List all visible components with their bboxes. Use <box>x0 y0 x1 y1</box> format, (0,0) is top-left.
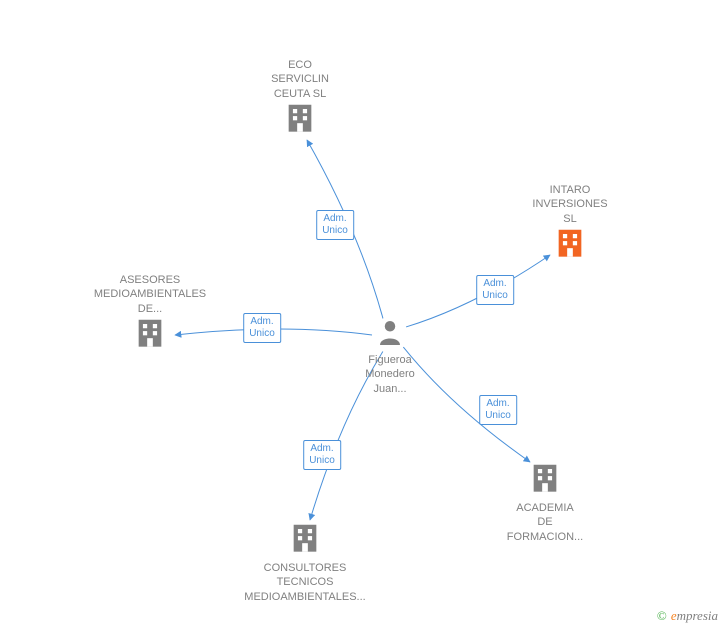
node-label-academia: ACADEMIA DE FORMACION... <box>507 501 583 544</box>
node-label-asesores: ASESORES MEDIOAMBIENTALES DE... <box>94 273 206 316</box>
copyright-symbol: © <box>657 608 667 623</box>
building-icon-academia[interactable] <box>528 461 562 500</box>
edge-label-academia: Adm. Unico <box>479 395 517 425</box>
building-icon-consultores[interactable] <box>288 521 322 560</box>
edge-label-eco: Adm. Unico <box>316 210 354 240</box>
brand-rest: mpresia <box>677 608 718 623</box>
watermark: ©empresia <box>657 608 718 624</box>
edge-label-intaro: Adm. Unico <box>476 275 514 305</box>
edge-label-consultores: Adm. Unico <box>303 440 341 470</box>
building-icon-intaro[interactable] <box>553 226 587 265</box>
building-icon-asesores[interactable] <box>133 316 167 355</box>
person-icon[interactable] <box>375 318 405 353</box>
edge-label-asesores: Adm. Unico <box>243 313 281 343</box>
center-label: Figueroa Monedero Juan... <box>365 353 415 396</box>
building-icon-eco[interactable] <box>283 101 317 140</box>
node-label-consultores: CONSULTORES TECNICOS MEDIOAMBIENTALES... <box>244 561 365 604</box>
node-label-intaro: INTARO INVERSIONES SL <box>532 183 607 226</box>
node-label-eco: ECO SERVICLIN CEUTA SL <box>271 58 329 101</box>
